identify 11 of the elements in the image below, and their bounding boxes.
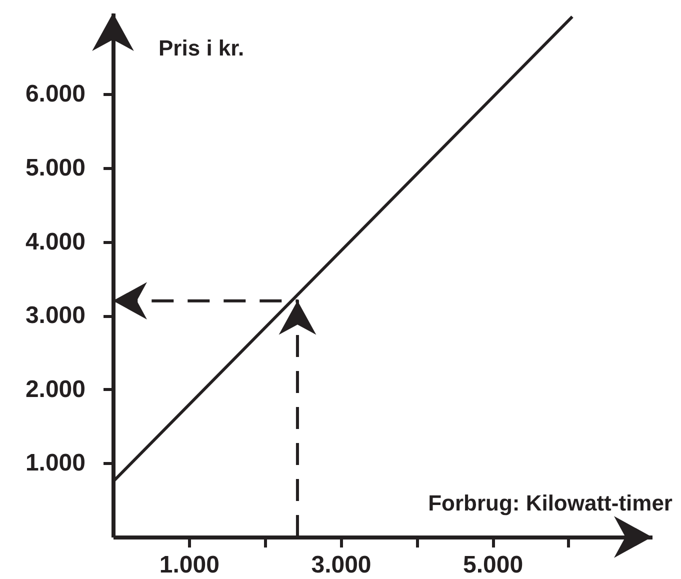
y-tick-label: 1.000 [25, 450, 86, 477]
x-axis-title: Forbrug: Kilowatt-timer [428, 490, 673, 516]
y-tick-label: 5.000 [25, 154, 86, 182]
y-axis-title: Pris i kr. [158, 36, 244, 60]
y-tick-label: 2.000 [25, 376, 86, 403]
x-tick-label: 3.000 [311, 552, 372, 578]
x-tick-label: 5.000 [463, 552, 524, 578]
y-tick-label: 3.000 [25, 302, 86, 330]
x-tick-label: 1.000 [159, 552, 220, 578]
y-tick-label: 6.000 [25, 80, 86, 108]
y-tick-label: 4.000 [25, 228, 86, 256]
